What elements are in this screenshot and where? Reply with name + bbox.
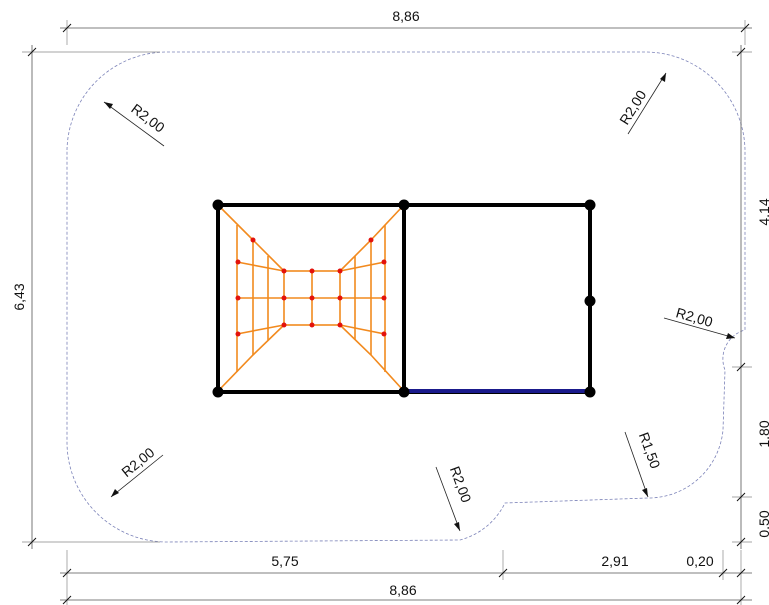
- radius-label: R1,50: [636, 430, 664, 471]
- dimension-top: 8,86: [60, 8, 752, 45]
- dim-left-height: 6,43: [11, 283, 27, 310]
- radius-label: R2,00: [447, 464, 475, 505]
- dim-bottom-middle: 2,91: [601, 553, 628, 569]
- dimension-right: 4,14 1,80 0,50: [732, 45, 769, 549]
- dimension-bottom-total: 8,86: [60, 582, 752, 605]
- post: [584, 295, 596, 307]
- radius-top-left: R2,00: [103, 100, 168, 147]
- dim-bottom-left: 5,75: [271, 553, 298, 569]
- radius-label: R2,00: [118, 444, 157, 480]
- dimension-bottom-chain: 5,75 2,91 0,20: [60, 550, 752, 605]
- dim-top-total: 8,86: [392, 8, 419, 24]
- dim-bottom-right: 0,20: [686, 553, 713, 569]
- climbing-net: [219, 206, 403, 390]
- posts: [212, 199, 596, 398]
- dim-bottom-total: 8,86: [389, 582, 416, 598]
- post: [398, 386, 410, 398]
- radius-bottom-middle: R2,00: [435, 464, 475, 532]
- post: [398, 199, 410, 211]
- radius-label: R2,00: [128, 100, 168, 135]
- radius-top-right: R2,00: [616, 72, 667, 135]
- post: [584, 199, 596, 211]
- dimension-left: 6,43: [11, 45, 160, 549]
- dim-right-lower: 0,50: [756, 510, 769, 537]
- post: [584, 386, 596, 398]
- dim-right-middle: 1,80: [756, 420, 769, 447]
- radius-bottom-left: R2,00: [110, 444, 164, 498]
- net-edge-bottom-left: [219, 324, 285, 390]
- post: [212, 199, 224, 211]
- radius-bottom-right: R1,50: [624, 430, 664, 498]
- radius-right: R2,00: [663, 304, 736, 339]
- dim-right-upper: 4,14: [756, 198, 769, 225]
- post: [212, 386, 224, 398]
- open-bay-frame: [402, 203, 592, 394]
